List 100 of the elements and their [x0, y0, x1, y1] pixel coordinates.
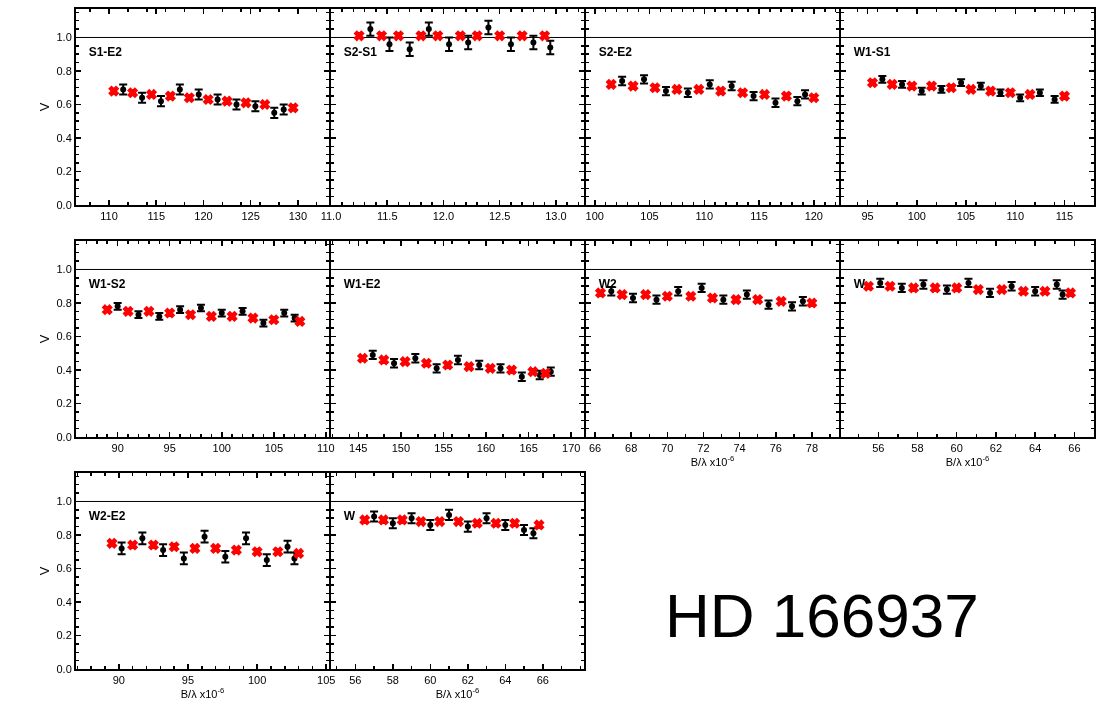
point [1005, 87, 1016, 99]
y-tick-label: 0.8 [56, 64, 72, 77]
x-axis-title: B/λ x10$^{-6}$ [180, 686, 225, 700]
point [506, 364, 517, 376]
point [247, 312, 259, 324]
point [122, 306, 134, 317]
point [184, 92, 195, 104]
point [268, 314, 280, 326]
point [378, 514, 389, 526]
text: W2-E2 [88, 509, 126, 524]
x-tick-label: 105 [264, 442, 283, 455]
point [494, 30, 505, 42]
y-tick-label: 0.8 [56, 296, 72, 309]
y-tick-label: 0.2 [56, 629, 72, 642]
point [640, 289, 651, 300]
x-tick-label: 120 [804, 210, 823, 223]
x-tick-label: 56 [349, 674, 362, 687]
point [908, 282, 919, 294]
y-tick-label: 0.4 [56, 131, 72, 144]
point [906, 80, 918, 92]
y-axis-title: V [36, 566, 52, 576]
x-tick-label: 145 [349, 442, 368, 455]
x-tick-label: 11.0 [320, 210, 342, 223]
x-tick-label: 110 [1006, 210, 1025, 223]
point [806, 297, 818, 309]
x-tick-label: 120 [194, 210, 213, 223]
x-tick-label: 100 [247, 674, 267, 687]
point [507, 41, 514, 48]
point [148, 539, 159, 551]
y-tick-label: 0.0 [56, 198, 72, 211]
text: HD 166937 [665, 580, 979, 651]
point [425, 26, 432, 33]
x-tick-label: 66 [588, 442, 602, 455]
x-tick-label: 95 [181, 674, 195, 687]
point [616, 289, 628, 300]
point [168, 541, 180, 552]
point [605, 79, 617, 90]
x-tick-label: 95 [861, 210, 874, 223]
point [1039, 285, 1051, 297]
point [752, 294, 763, 305]
text: S2-E2 [598, 45, 633, 60]
point [231, 544, 242, 556]
point [396, 514, 408, 526]
x-tick-label: 105 [956, 210, 976, 223]
point [108, 85, 120, 97]
x-axis-title: B/λ x10$^{-6}$ [435, 686, 480, 700]
point [353, 30, 365, 42]
point [293, 548, 304, 559]
text: S1-E2 [88, 45, 123, 60]
x-tick-label: 105 [317, 674, 336, 687]
point [527, 366, 539, 377]
point [442, 359, 453, 371]
x-tick-label: 12.5 [488, 210, 511, 223]
point [434, 516, 445, 527]
point [206, 311, 217, 322]
x-tick-label: 76 [769, 442, 782, 455]
x-tick-label: 60 [950, 442, 963, 455]
point [1059, 90, 1070, 102]
point [106, 538, 118, 549]
y-tick-label: 0.2 [56, 165, 72, 178]
y-tick-label: 0.2 [56, 397, 72, 410]
point [965, 84, 977, 95]
point [378, 354, 390, 366]
point [929, 282, 941, 294]
point [127, 539, 138, 551]
x-tick-label: 90 [112, 674, 125, 687]
point [399, 356, 411, 367]
point [530, 39, 537, 46]
x-tick-label: 64 [499, 674, 512, 687]
x-tick-label: 155 [434, 442, 453, 455]
point [685, 291, 697, 302]
point [539, 30, 550, 42]
text: S2-S1 [343, 45, 378, 60]
x-tick-label: 130 [288, 210, 308, 223]
point [455, 30, 466, 42]
point [707, 292, 718, 304]
y-tick-label: 0.6 [56, 562, 72, 575]
point [272, 546, 284, 558]
x-tick-label: 60 [424, 674, 437, 687]
y-tick-label: 0.4 [56, 363, 72, 376]
x-tick-label: 170 [562, 442, 581, 455]
x-tick-label: 72 [697, 442, 710, 455]
point [202, 94, 214, 105]
point [1065, 287, 1076, 299]
point [164, 307, 175, 319]
x-tick-label: 58 [911, 442, 924, 455]
text: W [343, 509, 356, 524]
point [287, 102, 299, 114]
y-tick-label: 0.6 [56, 330, 72, 343]
point [357, 352, 368, 364]
x-tick-label: 70 [661, 442, 674, 455]
point [210, 543, 221, 554]
x-tick-label: 56 [872, 442, 885, 455]
x-tick-label: 100 [907, 210, 926, 223]
x-tick-label: 13.0 [545, 210, 567, 223]
point [446, 41, 453, 48]
y-axis-title: V [36, 102, 52, 112]
point [367, 26, 374, 33]
y-tick-label: 1.0 [56, 495, 72, 508]
x-tick-label: 95 [163, 442, 176, 455]
